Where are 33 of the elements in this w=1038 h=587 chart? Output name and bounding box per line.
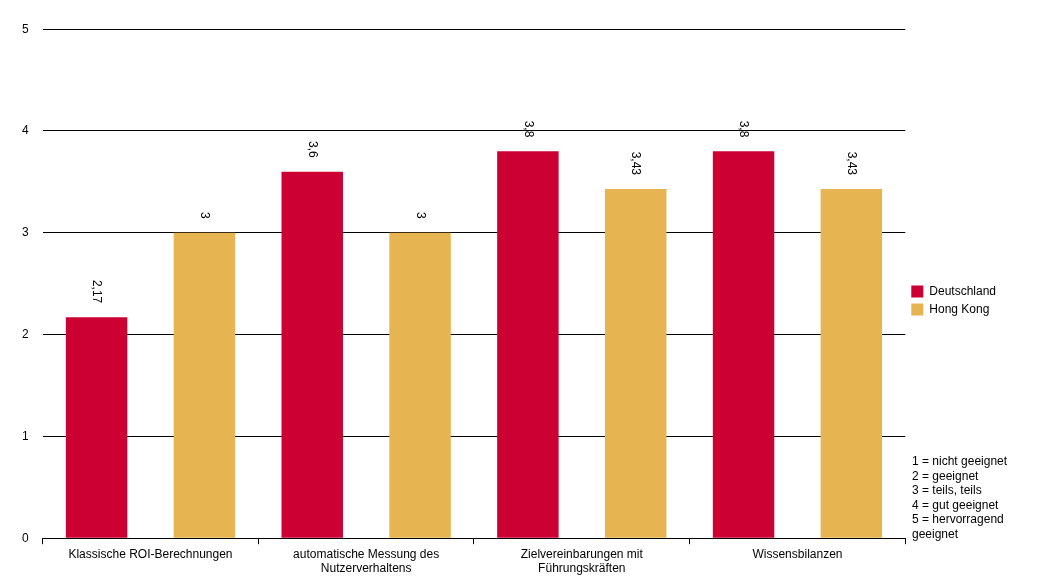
bar: [65, 317, 128, 538]
text: 2 = geeignet: [912, 468, 980, 483]
y-tick-label: 2: [21, 326, 29, 341]
legend-label: Deutschland: [929, 283, 997, 298]
data-label: 3: [413, 212, 428, 220]
x-tick-label: automatische Messung des Nutzerverhaltens: [293, 546, 440, 576]
y-tick-label: 1: [21, 428, 29, 443]
y-tick-label: 5: [21, 21, 29, 36]
data-label: 3,8: [521, 120, 536, 138]
bar: [712, 151, 775, 538]
x-tick-label: Zielvereinbarungen mit Führungskräften: [520, 546, 644, 576]
text: 5 = hervorragend geeignet: [912, 512, 1004, 541]
bar: [497, 151, 559, 538]
bar: [389, 232, 451, 538]
data-label: 3,8: [737, 120, 752, 138]
bar: [281, 171, 343, 538]
bar: [604, 189, 667, 538]
y-tick-label: 3: [21, 225, 29, 240]
text: 1 = nicht geeignet: [912, 454, 1008, 469]
bar: [820, 189, 883, 538]
bar: [173, 232, 236, 538]
y-tick-label: 0: [21, 530, 29, 545]
data-label: 3: [198, 212, 213, 220]
data-label: 3,43: [629, 151, 644, 176]
data-label: 3,6: [305, 141, 320, 159]
data-label: 2,17: [90, 279, 105, 304]
legend-label: Hong Kong: [929, 301, 990, 316]
x-tick-label: Klassische ROI-Berechnungen: [68, 546, 233, 561]
data-label: 3,43: [845, 151, 860, 176]
text: 4 = gut geeignet: [912, 497, 1000, 512]
text: 3 = teils, teils: [912, 483, 982, 498]
y-tick-label: 4: [21, 123, 29, 138]
x-tick-label: Wissensbilanzen: [752, 546, 843, 561]
